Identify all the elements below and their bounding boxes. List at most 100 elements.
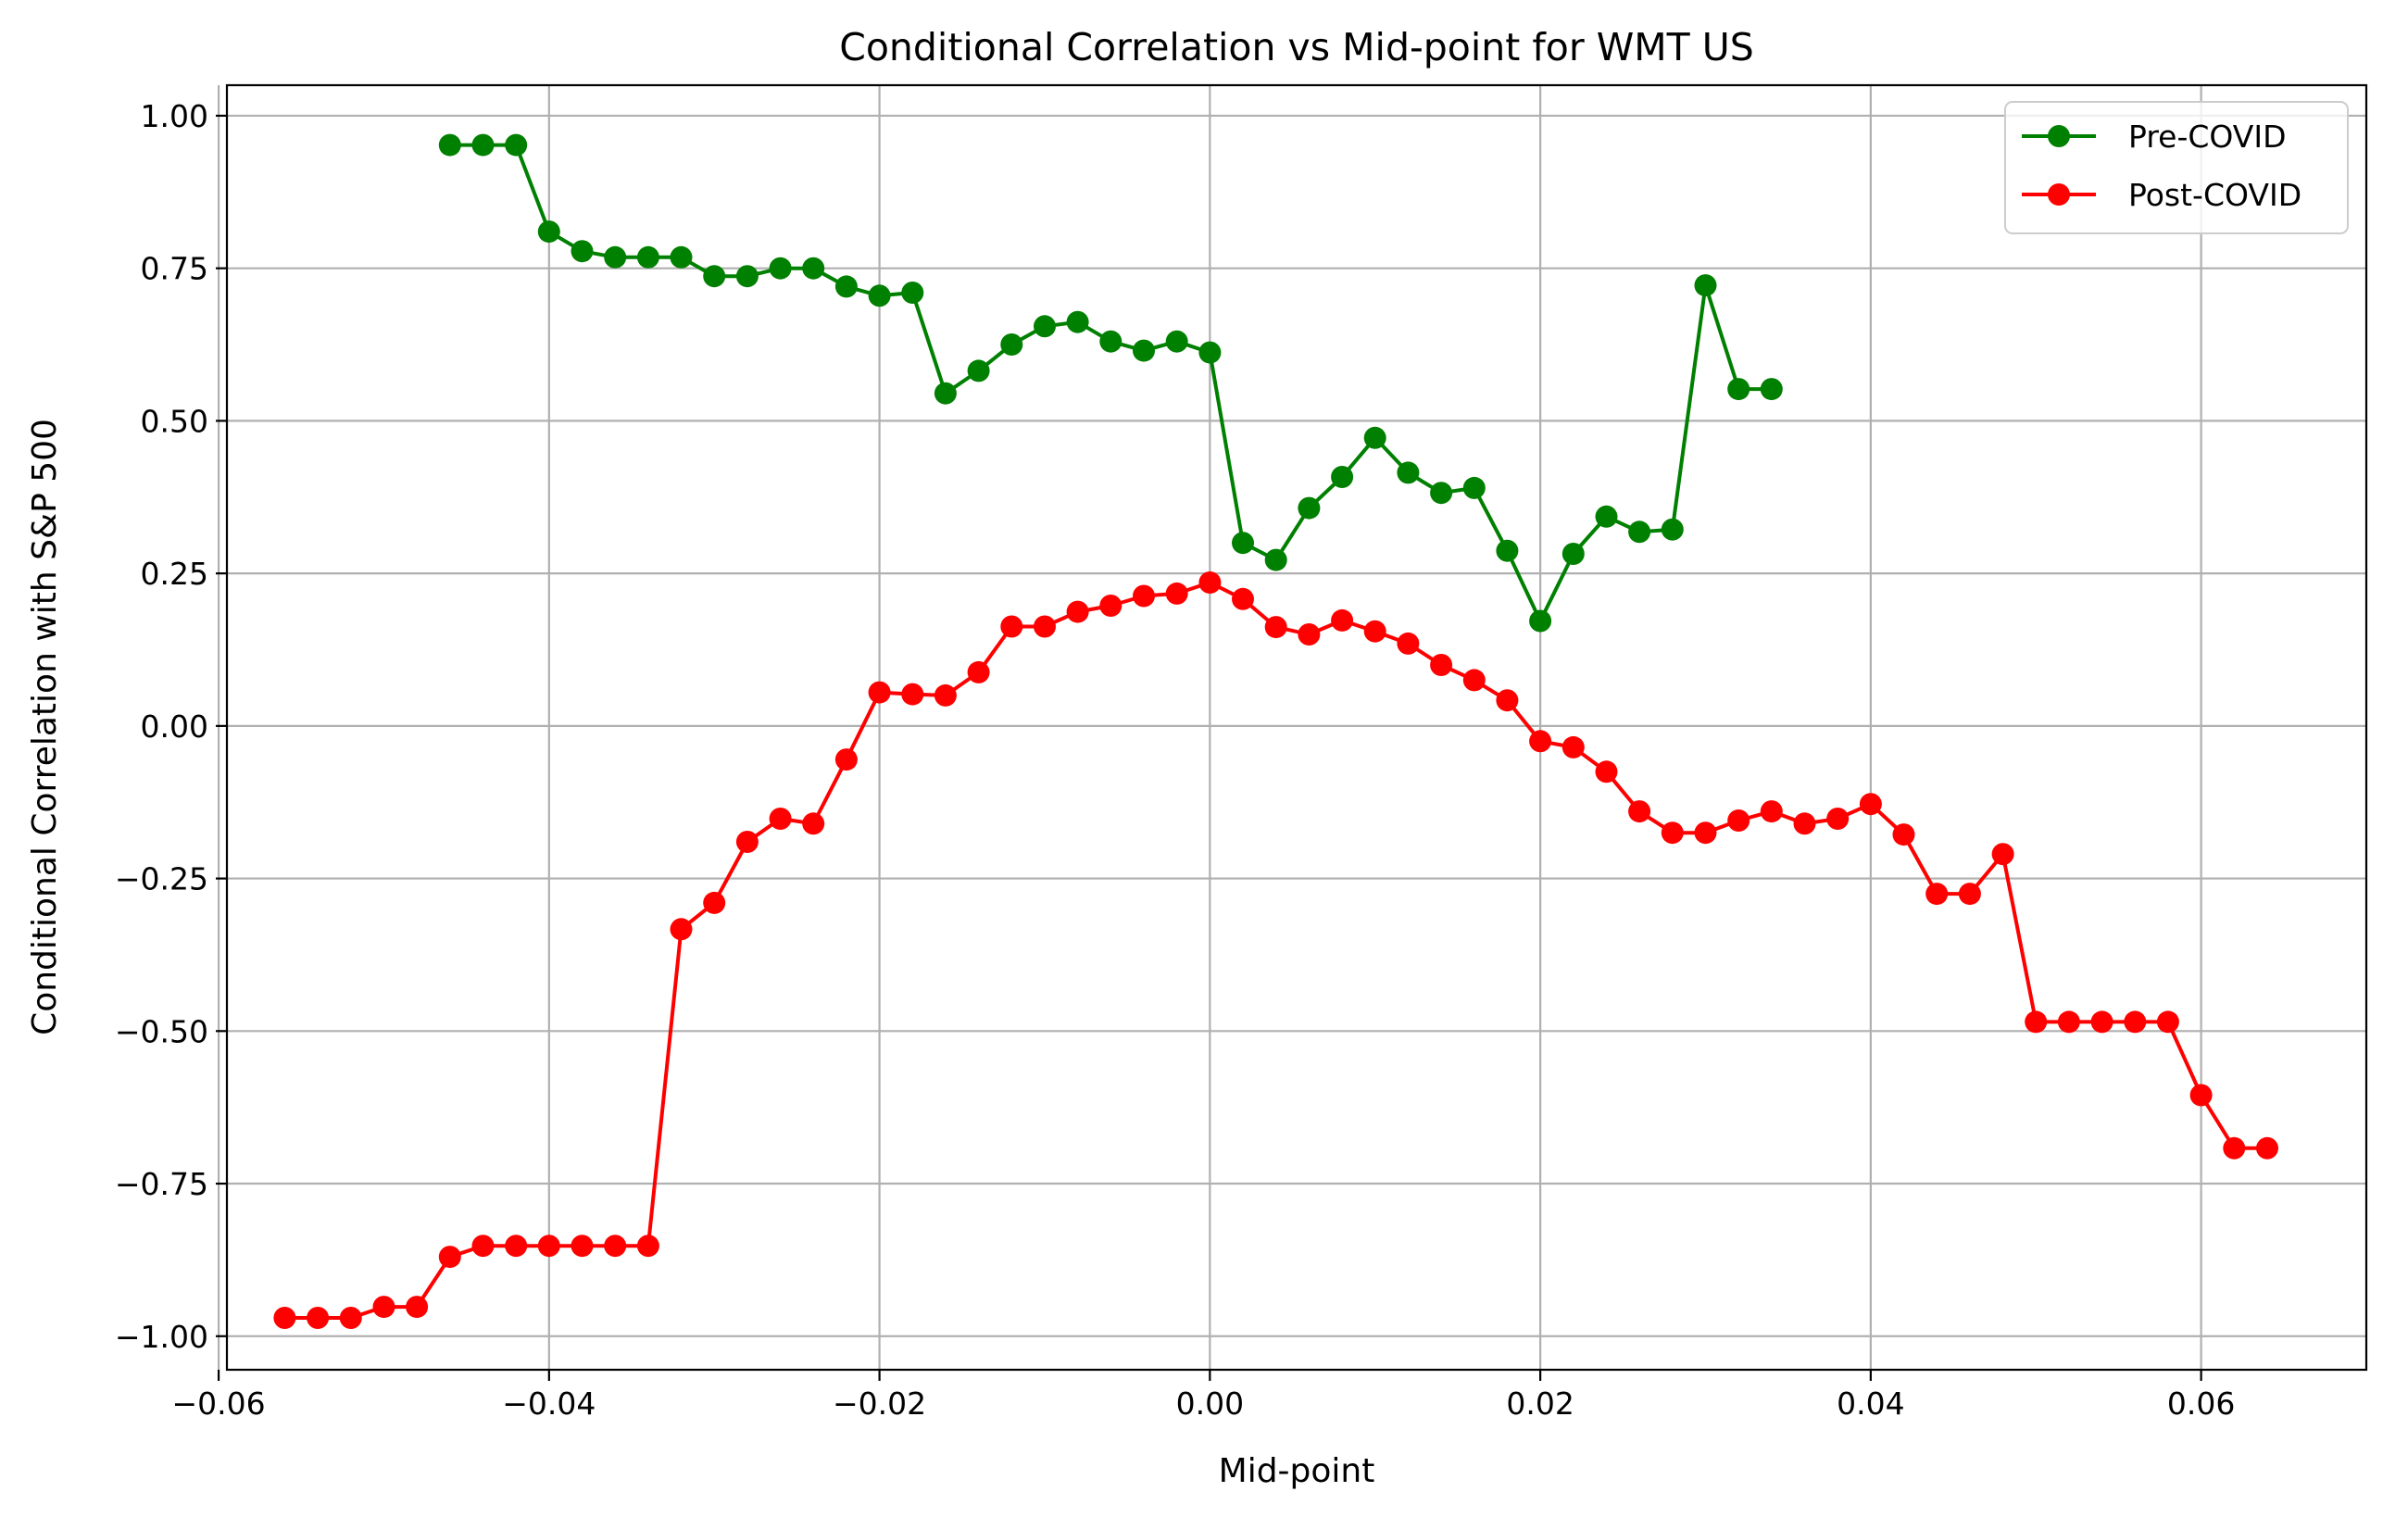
data-point-pre-covid <box>1232 532 1254 555</box>
plot-area <box>227 85 2366 1370</box>
y-tick-label: −1.00 <box>115 1319 208 1355</box>
data-point-pre-covid <box>967 359 990 382</box>
data-point-post-covid <box>1793 812 1816 835</box>
data-point-post-covid <box>1034 615 1056 638</box>
legend-marker-pre-covid <box>2048 125 2070 147</box>
data-point-pre-covid <box>1099 330 1122 353</box>
y-tick-label: 1.00 <box>141 98 208 134</box>
y-tick-label: 0.25 <box>141 556 208 592</box>
data-point-post-covid <box>1595 760 1618 784</box>
data-point-pre-covid <box>769 257 792 280</box>
data-point-post-covid <box>802 812 825 835</box>
data-point-post-covid <box>339 1307 362 1329</box>
data-point-post-covid <box>1826 808 1850 830</box>
data-point-post-covid <box>1363 620 1386 643</box>
data-point-post-covid <box>2124 1010 2147 1034</box>
data-point-post-covid <box>670 918 693 941</box>
x-tick-label: 0.00 <box>1176 1385 1244 1422</box>
data-point-post-covid <box>1628 800 1651 823</box>
x-tick-label: 0.04 <box>1837 1385 1904 1422</box>
data-point-post-covid <box>703 891 726 914</box>
data-point-pre-covid <box>834 275 858 298</box>
legend-marker-post-covid <box>2048 183 2070 206</box>
data-point-post-covid <box>1561 735 1585 758</box>
data-point-pre-covid <box>1462 476 1486 499</box>
series-layer <box>273 133 2278 1329</box>
legend-label-post-covid: Post-COVID <box>2128 177 2301 213</box>
data-point-post-covid <box>1760 800 1783 823</box>
data-point-pre-covid <box>438 133 461 157</box>
x-tick-label: 0.02 <box>1506 1385 1574 1422</box>
data-point-post-covid <box>1925 883 1949 906</box>
data-point-post-covid <box>1727 809 1750 832</box>
data-point-pre-covid <box>1694 274 1717 297</box>
data-point-pre-covid <box>1000 333 1023 356</box>
data-point-pre-covid <box>1661 518 1684 541</box>
data-point-pre-covid <box>934 382 957 405</box>
data-point-post-covid <box>1958 883 1981 906</box>
data-point-pre-covid <box>703 265 726 288</box>
data-point-post-covid <box>769 808 792 830</box>
y-tick-label: −0.75 <box>115 1166 208 1202</box>
data-point-post-covid <box>636 1235 659 1258</box>
data-point-pre-covid <box>868 284 891 307</box>
y-axis-label: Conditional Correlation with S&P 500 <box>26 419 64 1035</box>
data-point-post-covid <box>438 1246 461 1269</box>
y-tick-label: −0.25 <box>115 861 208 897</box>
data-point-pre-covid <box>1595 505 1618 528</box>
data-point-post-covid <box>1462 669 1486 692</box>
data-point-pre-covid <box>1628 520 1651 544</box>
data-point-post-covid <box>1298 623 1321 646</box>
data-point-post-covid <box>1859 793 1882 816</box>
y-tick-label: −0.50 <box>115 1013 208 1049</box>
y-tick-label: 0.50 <box>141 403 208 439</box>
chart-title: Conditional Correlation vs Mid-point for… <box>839 25 1754 69</box>
data-point-post-covid <box>406 1296 429 1319</box>
data-point-pre-covid <box>735 265 759 288</box>
data-point-post-covid <box>1232 587 1254 610</box>
data-point-pre-covid <box>1496 539 1519 562</box>
data-point-post-covid <box>1066 600 1089 623</box>
data-point-post-covid <box>834 748 858 771</box>
data-point-pre-covid <box>1397 461 1420 484</box>
data-point-pre-covid <box>1760 378 1783 401</box>
data-point-pre-covid <box>1561 543 1585 565</box>
data-point-post-covid <box>1529 730 1552 753</box>
data-point-pre-covid <box>901 282 924 304</box>
data-point-pre-covid <box>505 133 528 157</box>
data-point-pre-covid <box>1264 548 1287 571</box>
data-point-post-covid <box>571 1235 594 1258</box>
series-post-covid <box>273 571 2278 1329</box>
data-point-pre-covid <box>1363 426 1386 449</box>
plot-frame <box>225 83 2368 1372</box>
data-point-post-covid <box>2090 1010 2113 1034</box>
data-point-post-covid <box>537 1235 560 1258</box>
data-point-post-covid <box>2189 1084 2213 1107</box>
data-point-post-covid <box>1198 571 1222 594</box>
data-point-post-covid <box>1892 823 1915 846</box>
data-point-pre-covid <box>471 133 495 157</box>
y-tick-label: 0.00 <box>141 708 208 745</box>
data-point-pre-covid <box>802 257 825 280</box>
data-point-post-covid <box>2256 1136 2278 1160</box>
x-tick-label: −0.02 <box>833 1385 926 1422</box>
axis-ticks: −0.06 −0.04 −0.02 0.00 0.02 0.04 0.06 1.00 0.75 0… <box>115 98 2236 1422</box>
data-point-post-covid <box>471 1235 495 1258</box>
data-point-post-covid <box>2025 1010 2048 1034</box>
data-point-post-covid <box>1991 843 2014 866</box>
data-point-pre-covid <box>670 245 693 269</box>
data-point-post-covid <box>273 1307 296 1329</box>
data-point-post-covid <box>1694 821 1717 845</box>
data-point-post-covid <box>1496 689 1519 712</box>
data-point-pre-covid <box>1298 496 1321 520</box>
legend-label-pre-covid: Pre-COVID <box>2128 119 2287 155</box>
data-point-post-covid <box>1264 616 1287 639</box>
data-point-pre-covid <box>1331 466 1354 488</box>
data-point-post-covid <box>1000 615 1023 638</box>
series-pre-covid <box>438 133 1783 633</box>
data-point-post-covid <box>1661 821 1684 845</box>
data-point-pre-covid <box>1066 310 1089 333</box>
data-point-post-covid <box>1099 595 1122 617</box>
data-point-pre-covid <box>636 245 659 269</box>
